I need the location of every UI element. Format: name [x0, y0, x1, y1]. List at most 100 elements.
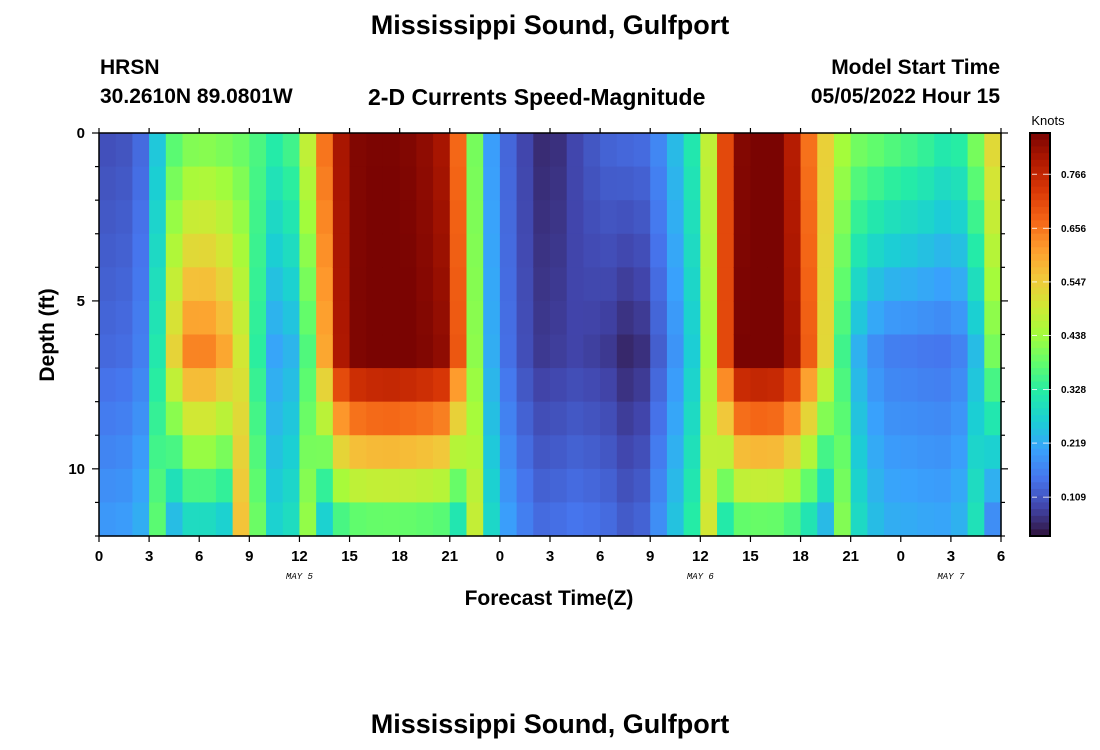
heat-cell: [583, 502, 601, 537]
colorbar-segment: [1030, 274, 1050, 282]
heat-cell: [600, 233, 618, 268]
heat-cell: [232, 502, 250, 537]
heat-cell: [215, 166, 234, 201]
colorbar-segment: [1030, 401, 1050, 409]
heat-cell: [817, 401, 835, 436]
heat-cell: [550, 166, 568, 201]
heat-cell: [934, 368, 952, 403]
colorbar-segment: [1030, 193, 1050, 201]
heat-cell: [382, 133, 401, 168]
heat-cell: [934, 200, 952, 235]
heat-cell: [800, 468, 818, 504]
heat-cell: [733, 401, 752, 436]
heat-cell: [399, 401, 417, 436]
heat-cell: [550, 334, 568, 369]
heat-cell: [416, 233, 434, 268]
heat-cell: [165, 435, 184, 470]
heat-cell: [967, 267, 985, 302]
heat-cell: [249, 468, 267, 504]
heat-cell: [466, 166, 484, 201]
colorbar-segment: [1030, 146, 1050, 154]
heat-cell: [266, 435, 284, 470]
heat-cell: [650, 133, 668, 168]
heat-cell: [884, 200, 902, 235]
heat-cell: [499, 300, 518, 336]
heat-cell: [299, 267, 317, 302]
heat-cell: [633, 401, 651, 436]
heat-cell: [884, 334, 902, 369]
heat-cell: [165, 267, 184, 302]
heat-cell: [884, 401, 902, 436]
heat-cell: [566, 133, 585, 168]
heat-cell: [900, 368, 919, 403]
heat-cell: [399, 468, 417, 504]
heat-cell: [900, 435, 919, 470]
heat-cell: [950, 401, 969, 436]
heat-cell: [316, 133, 334, 168]
colorbar-segment: [1030, 334, 1050, 342]
heat-cell: [767, 133, 785, 168]
heat-cell: [850, 200, 868, 235]
x-tick-label: 0: [95, 548, 103, 565]
heat-cell: [717, 468, 735, 504]
heat-cell: [132, 334, 150, 369]
heat-cell: [182, 334, 200, 369]
heat-cell: [917, 267, 935, 302]
heat-cell: [299, 233, 317, 268]
colorbar-segment: [1030, 502, 1050, 510]
heat-cell: [917, 435, 935, 470]
heat-cell: [499, 435, 518, 470]
heat-cell: [700, 200, 718, 235]
heat-cell: [583, 334, 601, 369]
heat-cell: [399, 334, 417, 369]
heat-cell: [249, 166, 267, 201]
heat-cell: [934, 233, 952, 268]
heat-cell: [950, 468, 969, 504]
heat-cell: [249, 435, 267, 470]
heat-cell: [433, 401, 451, 436]
heat-cell: [232, 233, 250, 268]
heat-cell: [165, 166, 184, 201]
heat-cell: [266, 368, 284, 403]
heat-cell: [466, 233, 484, 268]
heat-cell: [182, 300, 200, 336]
x-tick-label: 9: [245, 548, 253, 565]
heat-cell: [950, 267, 969, 302]
heat-cell: [332, 334, 351, 369]
heat-cell: [867, 267, 885, 302]
heat-cell: [382, 368, 401, 403]
heat-cell: [750, 368, 768, 403]
heat-cell: [867, 133, 885, 168]
heat-cell: [282, 435, 301, 470]
heat-cell: [600, 166, 618, 201]
heat-cell: [516, 368, 534, 403]
heat-cell: [433, 233, 451, 268]
heat-cell: [616, 300, 635, 336]
heat-cell: [533, 502, 551, 537]
chart-subtitle: 2-D Currents Speed-Magnitude: [368, 84, 706, 110]
heat-cell: [449, 300, 468, 336]
heat-cell: [499, 401, 518, 436]
heat-cell: [483, 233, 501, 268]
heat-cell: [616, 435, 635, 470]
heat-cell: [633, 502, 651, 537]
heat-cell: [416, 502, 434, 537]
heat-cell: [399, 267, 417, 302]
heat-cell: [884, 166, 902, 201]
colorbar-segment: [1030, 441, 1050, 450]
heat-cell: [516, 401, 534, 436]
heat-cell: [182, 233, 200, 268]
heat-cell: [566, 401, 585, 436]
heat-cell: [566, 435, 585, 470]
heat-cell: [266, 502, 284, 537]
heat-cell: [433, 468, 451, 504]
heat-cell: [950, 200, 969, 235]
heat-cell: [566, 166, 585, 201]
heat-cell: [349, 435, 367, 470]
heat-cell: [516, 166, 534, 201]
heat-cell: [717, 267, 735, 302]
heat-cell: [165, 133, 184, 168]
heat-cell: [566, 468, 585, 504]
heat-cell: [316, 166, 334, 201]
heat-cell: [349, 401, 367, 436]
